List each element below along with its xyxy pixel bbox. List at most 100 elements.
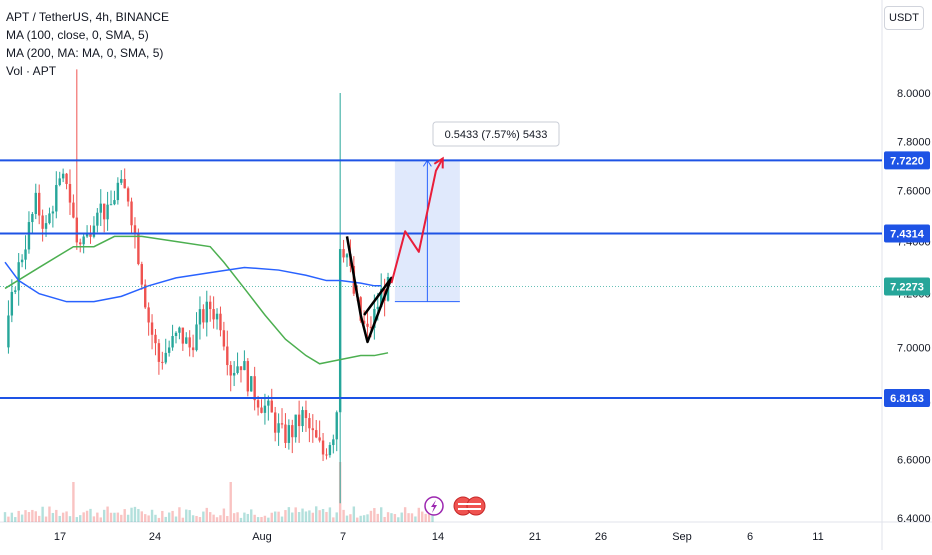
volume-bar <box>421 511 424 522</box>
candle-body <box>195 324 198 351</box>
measure-label: 0.5433 (7.57%) 5433 <box>445 129 548 141</box>
volume-bar <box>55 509 58 522</box>
volume-bar <box>154 514 157 522</box>
volume-bar <box>68 516 72 522</box>
volume-bar <box>89 508 92 522</box>
volume-bar <box>297 512 301 522</box>
volume-bars <box>3 462 434 522</box>
volume-bar <box>260 517 263 522</box>
volume-bar <box>44 516 48 522</box>
volume-bar <box>58 515 61 522</box>
candle-body <box>328 445 332 456</box>
volume-bar <box>185 509 188 522</box>
candle-body <box>321 440 325 455</box>
ma200-line <box>4 261 382 303</box>
x-tick-label: Sep <box>672 531 692 543</box>
volume-bar <box>362 515 366 522</box>
candle-body <box>376 306 379 309</box>
volume-bar <box>390 513 393 522</box>
candle-body <box>31 214 34 223</box>
volume-bar <box>315 506 318 522</box>
currency-button[interactable]: USDT <box>884 6 924 30</box>
volume-bar <box>301 508 304 522</box>
volume-bar <box>431 515 434 522</box>
volume-bar <box>171 510 174 522</box>
volume-bar <box>352 506 356 522</box>
volume-bar <box>147 515 150 522</box>
volume-bar <box>304 511 308 522</box>
volume-bar <box>198 517 202 522</box>
candle-body <box>345 254 349 258</box>
volume-bar <box>34 511 37 522</box>
volume-bar <box>328 507 332 522</box>
candle-body <box>277 423 280 433</box>
volume-bar <box>31 509 34 522</box>
candle-body <box>68 184 72 203</box>
volume-bar <box>130 507 133 522</box>
candle-body <box>120 178 123 183</box>
x-tick-label: 17 <box>54 531 66 543</box>
candle-body <box>51 211 55 214</box>
volume-bar <box>397 517 400 522</box>
candle-body <box>294 414 297 438</box>
candle-body <box>7 315 10 348</box>
volume-bar <box>342 509 345 522</box>
candle-body <box>232 372 236 376</box>
volume-bar <box>133 506 137 522</box>
volume-bar <box>400 512 403 522</box>
level-tag <box>884 224 930 243</box>
flag-icon <box>466 496 486 516</box>
candle-body <box>10 291 14 316</box>
candle-body <box>34 192 37 215</box>
flag-icon-stripe <box>458 503 481 505</box>
candle-body <box>297 414 301 427</box>
volume-bar <box>113 512 116 522</box>
volume-bar <box>188 510 191 522</box>
volume-bar <box>7 516 10 522</box>
candle-body <box>335 412 338 440</box>
volume-bar <box>325 511 328 522</box>
volume-bar <box>332 517 335 522</box>
candle-body <box>79 242 82 245</box>
volume-bar <box>226 516 229 522</box>
volume-bar <box>150 509 154 522</box>
volume-bar <box>123 509 126 522</box>
current-price-tag <box>884 277 930 296</box>
volume-bar <box>17 510 20 522</box>
candle-body <box>215 313 219 320</box>
volume-bar <box>72 482 75 522</box>
volume-bar <box>116 512 120 522</box>
candle-body <box>150 322 154 335</box>
volume-bar <box>256 517 260 522</box>
volume-bar <box>222 508 226 522</box>
x-tick-label: 6 <box>747 531 753 543</box>
volume-bar <box>65 511 68 522</box>
volume-bar <box>410 513 414 522</box>
candle-body <box>362 320 366 324</box>
volume-label: Vol · APT <box>6 64 57 78</box>
current-price-label: 7.2273 <box>890 282 924 294</box>
volume-bar <box>144 514 147 522</box>
volume-bar <box>229 482 232 522</box>
candle-body <box>14 290 17 292</box>
y-tick-label: 7.8000 <box>897 136 931 148</box>
volume-bar <box>236 512 239 522</box>
volume-bar <box>161 510 164 522</box>
candle-body <box>38 192 41 216</box>
volume-bar <box>79 515 82 522</box>
volume-bar <box>106 506 109 522</box>
volume-bar <box>373 508 376 522</box>
volume-bar <box>427 509 431 522</box>
volume-bar <box>174 516 178 522</box>
volume-bar <box>376 513 379 522</box>
volume-bar <box>181 517 185 522</box>
volume-bar <box>253 514 256 522</box>
candle-body <box>250 376 253 392</box>
projection-arrowhead <box>433 156 444 169</box>
volume-bar <box>277 511 280 522</box>
volume-bar <box>38 515 41 522</box>
candle-body <box>82 236 85 245</box>
candle-body <box>144 284 147 308</box>
